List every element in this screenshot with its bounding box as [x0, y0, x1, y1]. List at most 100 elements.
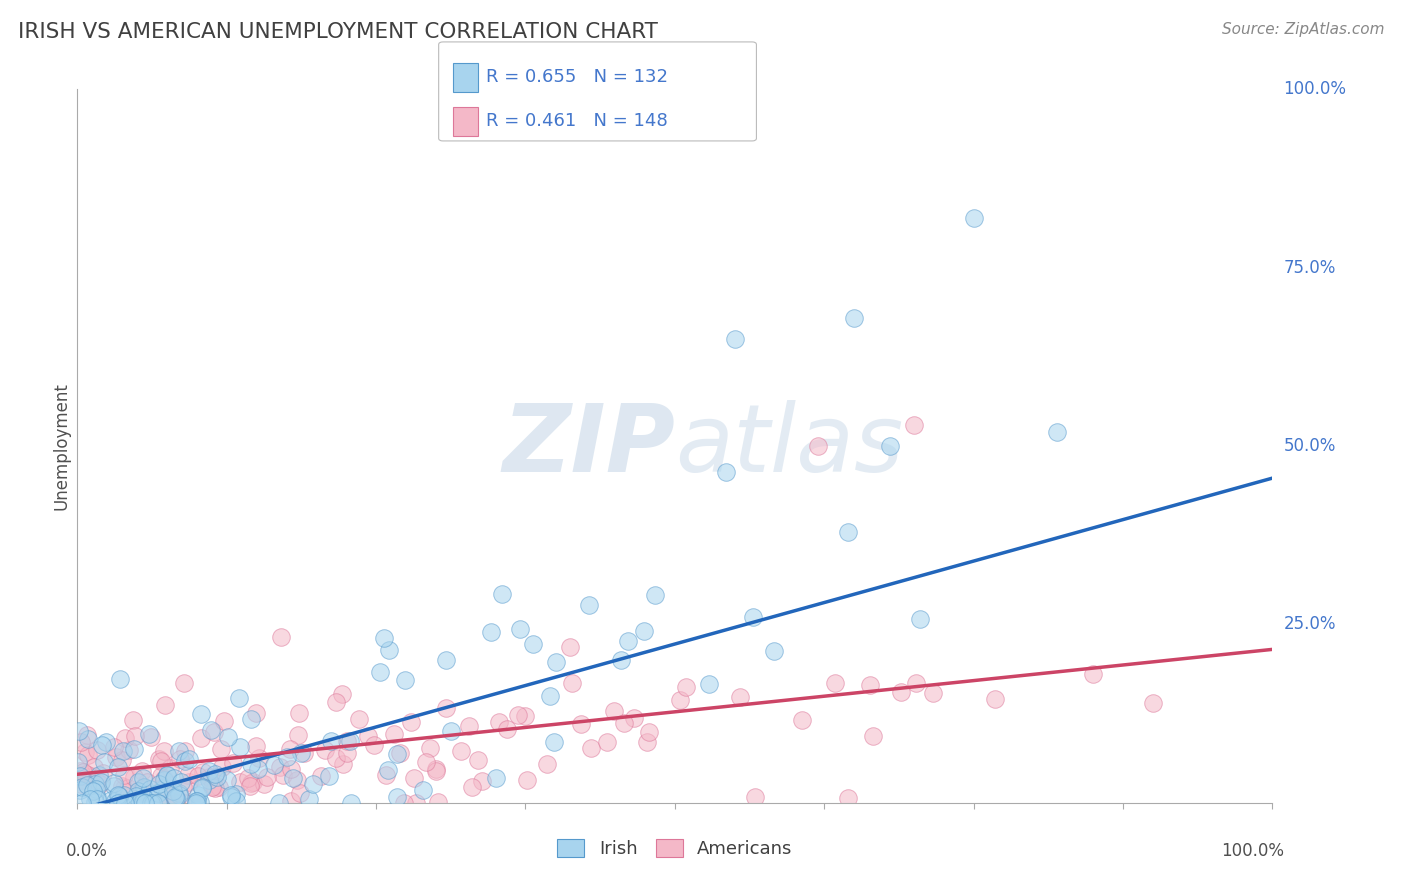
Point [170, 775, 193, 789]
Point [202, 725, 225, 739]
Point [100, 793, 122, 807]
Point [569, 716, 592, 731]
Point [603, 704, 626, 718]
Point [173, 796, 195, 810]
Point [187, 789, 209, 803]
Point [83, 795, 105, 809]
Point [1142, 696, 1164, 710]
Point [377, 763, 399, 777]
Point [108, 673, 131, 687]
Point [339, 733, 361, 747]
Point [107, 796, 129, 810]
Text: 100.0%: 100.0% [1284, 80, 1347, 98]
Point [374, 767, 396, 781]
Point [204, 781, 226, 796]
Point [80, 769, 103, 783]
Point [984, 692, 1007, 706]
Point [215, 773, 238, 788]
Point [669, 693, 692, 707]
Point [131, 795, 153, 809]
Point [153, 780, 176, 795]
Point [107, 789, 129, 803]
Point [245, 739, 267, 753]
Point [103, 780, 125, 794]
Point [378, 643, 401, 657]
Point [177, 774, 200, 789]
Legend: Irish, Americans: Irish, Americans [550, 831, 800, 865]
Point [114, 796, 136, 810]
Point [426, 795, 449, 809]
Point [84, 777, 107, 791]
Point [159, 761, 181, 775]
Point [340, 796, 363, 810]
Point [86, 792, 108, 806]
Point [141, 796, 163, 810]
Point [90, 775, 112, 789]
Point [903, 417, 925, 432]
Point [198, 764, 221, 779]
Point [276, 750, 298, 764]
Point [105, 749, 128, 764]
Point [240, 713, 263, 727]
Point [84, 781, 107, 796]
Point [103, 775, 125, 789]
Point [461, 780, 484, 794]
Point [138, 727, 160, 741]
Point [167, 788, 190, 802]
Point [256, 770, 278, 784]
Point [148, 796, 170, 810]
Point [385, 747, 408, 761]
Point [908, 612, 931, 626]
Point [644, 588, 666, 602]
Point [287, 728, 309, 742]
Point [270, 631, 292, 645]
Point [73, 745, 96, 759]
Point [172, 780, 194, 794]
Point [91, 766, 114, 780]
Point [69, 769, 91, 783]
Point [425, 762, 447, 776]
Point [139, 796, 162, 810]
Point [229, 775, 252, 789]
Point [336, 733, 359, 747]
Point [72, 765, 94, 780]
Point [190, 707, 212, 722]
Point [146, 786, 169, 800]
Point [904, 676, 927, 690]
Point [107, 789, 129, 803]
Point [165, 796, 187, 810]
Point [292, 746, 315, 760]
Point [127, 784, 149, 798]
Point [69, 783, 91, 797]
Point [186, 796, 208, 810]
Point [610, 653, 633, 667]
Point [124, 729, 146, 743]
Point [127, 774, 149, 789]
Point [373, 632, 395, 646]
Point [222, 756, 245, 771]
Point [388, 747, 411, 761]
Point [269, 760, 291, 774]
Point [150, 769, 173, 783]
Point [173, 676, 195, 690]
Point [134, 791, 156, 805]
Point [862, 729, 884, 743]
Point [623, 711, 645, 725]
Point [269, 796, 291, 810]
Point [131, 782, 153, 797]
Point [290, 747, 312, 761]
Point [479, 625, 502, 640]
Point [596, 735, 619, 749]
Point [1046, 425, 1069, 439]
Point [76, 728, 98, 742]
Point [225, 787, 247, 801]
Point [70, 777, 93, 791]
Point [419, 741, 441, 756]
Point [405, 796, 427, 810]
Point [613, 716, 636, 731]
Point [579, 741, 602, 756]
Point [560, 640, 582, 654]
Point [219, 789, 242, 803]
Point [325, 751, 347, 765]
Point [121, 792, 143, 806]
